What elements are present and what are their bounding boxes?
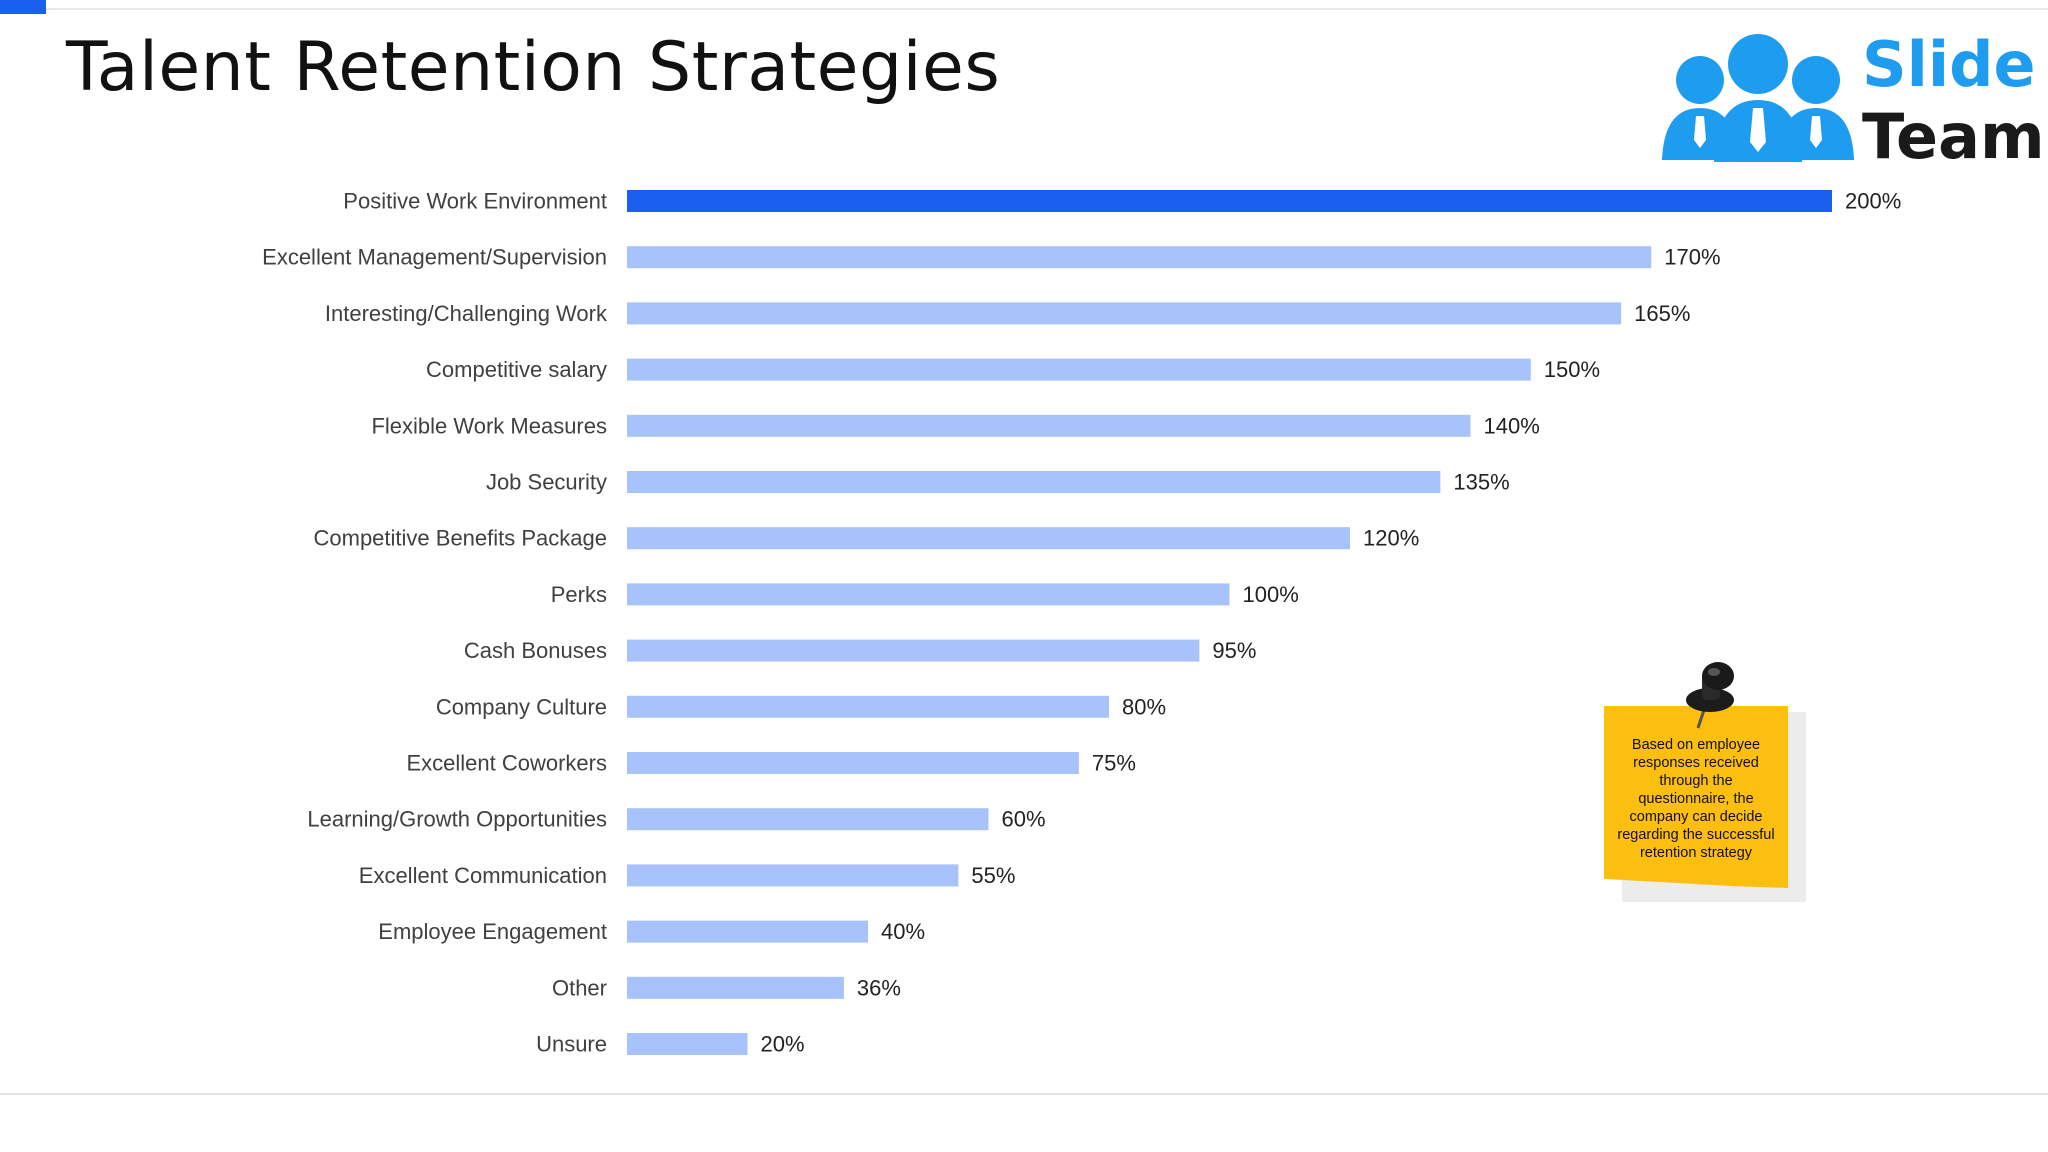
category-label: Perks (551, 582, 607, 607)
bar (627, 190, 1832, 212)
category-label: Excellent Management/Supervision (262, 245, 607, 270)
category-label: Unsure (536, 1032, 607, 1057)
bar (627, 358, 1531, 381)
data-label: 36% (857, 975, 901, 1000)
data-label: 165% (1634, 301, 1690, 326)
bar (627, 302, 1622, 325)
bar (627, 1033, 748, 1055)
logo-text-team: Team (1862, 100, 2045, 173)
category-label: Interesting/Challenging Work (325, 301, 608, 326)
sticky-note-text: Based on employee responses received thr… (1617, 737, 1775, 861)
bar (627, 864, 959, 887)
bar (627, 808, 989, 831)
bottom-divider (0, 1093, 2048, 1095)
category-label: Competitive salary (426, 357, 607, 382)
top-divider (46, 8, 2048, 10)
sticky-note: Based on employee responses received thr… (1604, 662, 1806, 902)
category-label: Excellent Coworkers (406, 751, 607, 776)
bar (627, 471, 1441, 493)
category-label: Other (552, 975, 607, 1000)
bar (627, 920, 868, 943)
bar (627, 752, 1079, 774)
sticky-note-paper (1604, 706, 1788, 888)
category-label: Learning/Growth Opportunities (307, 807, 607, 832)
bar-chart: Positive Work Environment 200% Excellent M… (262, 189, 1901, 1057)
data-label: 150% (1544, 357, 1600, 382)
data-label: 40% (881, 919, 925, 944)
data-label: 135% (1453, 470, 1509, 495)
data-label: 100% (1243, 582, 1299, 607)
bar (627, 695, 1109, 718)
bar (627, 414, 1471, 437)
data-label: 80% (1122, 694, 1166, 719)
category-label: Flexible Work Measures (371, 413, 607, 438)
bar (627, 527, 1350, 550)
category-label: Excellent Communication (359, 863, 607, 888)
people-group-icon (1662, 34, 1854, 162)
data-label: 75% (1092, 751, 1136, 776)
category-label: Positive Work Environment (343, 189, 607, 214)
data-label: 20% (761, 1032, 805, 1057)
data-label: 200% (1845, 189, 1901, 214)
pushpin-icon (1686, 662, 1734, 729)
bar (627, 639, 1200, 662)
bar (627, 976, 844, 999)
top-accent-bar (0, 0, 46, 14)
data-label: 60% (1002, 807, 1046, 832)
bar (627, 246, 1652, 269)
category-label: Competitive Benefits Package (314, 526, 608, 551)
data-label: 120% (1363, 526, 1419, 551)
logo-text-slide: Slide (1862, 28, 2036, 101)
page-title: Talent Retention Strategies (66, 28, 1001, 107)
data-label: 55% (971, 863, 1015, 888)
category-label: Cash Bonuses (464, 638, 607, 663)
bar (627, 583, 1230, 606)
data-label: 95% (1212, 638, 1256, 663)
slideteam-logo: Slide Team (1660, 24, 2045, 174)
category-label: Employee Engagement (378, 919, 607, 944)
category-label: Job Security (486, 470, 607, 495)
data-label: 170% (1664, 245, 1720, 270)
category-label: Company Culture (436, 694, 607, 719)
data-label: 140% (1484, 413, 1540, 438)
